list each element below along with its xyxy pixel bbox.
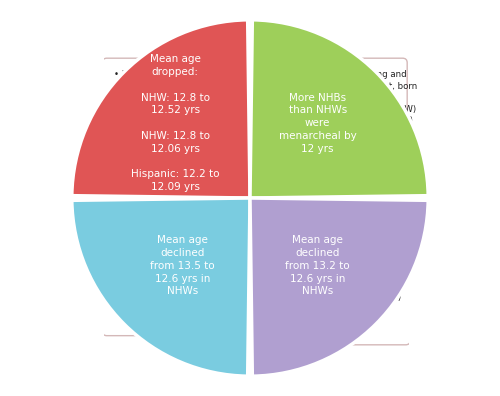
Wedge shape [72, 20, 250, 198]
Text: More NHBs
than NHWs
were
menarcheal by
12 yrs: More NHBs than NHWs were menarcheal by 1… [279, 93, 356, 154]
Wedge shape [250, 20, 428, 198]
Text: Mean age
dropped:

NHW: 12.8 to
12.52 yrs

NHW: 12.8 to
12.06 yrs

Hispanic: 12.: Mean age dropped: NHW: 12.8 to 12.52 yrs… [131, 54, 220, 192]
Text: Mean age
declined
from 13.2 to
12.6 yrs in
NHWs: Mean age declined from 13.2 to 12.6 yrs … [286, 235, 350, 296]
Text: • National heart, lung and
  blood institute cohort, born
  1977–79⁷⁶ʷ⁷⁷
• Non-H: • National heart, lung and blood institu… [294, 70, 418, 125]
FancyBboxPatch shape [267, 235, 410, 345]
Text: Canadian community
health survey 2.2, born
before 1933 and between
1986–90⁷⁹
• N: Canadian community health survey 2.2, bo… [279, 247, 401, 302]
Wedge shape [250, 198, 428, 376]
Text: • Breakthrough generations
  cohort (UK), born 1908–19
  and 1945–9⁸⁰
• Non-Hisp: • Breakthrough generations cohort (UK), … [114, 241, 236, 284]
FancyBboxPatch shape [282, 58, 407, 183]
FancyBboxPatch shape [102, 229, 206, 336]
Text: Mean age
declined
from 13.5 to
12.6 yrs in
NHWs: Mean age declined from 13.5 to 12.6 yrs … [150, 235, 214, 296]
Wedge shape [72, 198, 250, 376]
FancyBboxPatch shape [102, 58, 206, 183]
Text: • NHES (1966) and NHANES
  (1988–94; 1999–2002)⁶⁴ʷ⁷⁷
• Non-Hispanic white (NHW)
: • NHES (1966) and NHANES (1988–94; 1999–… [114, 70, 236, 114]
